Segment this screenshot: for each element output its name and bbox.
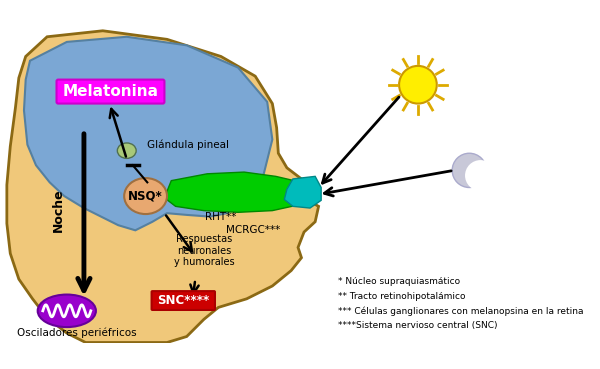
Ellipse shape bbox=[38, 294, 96, 327]
Text: ****Sistema nervioso central (SNC): ****Sistema nervioso central (SNC) bbox=[338, 321, 498, 330]
FancyBboxPatch shape bbox=[152, 291, 215, 310]
FancyBboxPatch shape bbox=[56, 80, 164, 104]
Circle shape bbox=[452, 153, 487, 187]
Text: Osciladores periéfricos: Osciladores periéfricos bbox=[17, 328, 137, 338]
Text: SNC****: SNC**** bbox=[157, 294, 209, 307]
Text: Respuestas
neuronales
y humorales: Respuestas neuronales y humorales bbox=[173, 234, 234, 268]
Text: Glándula pineal: Glándula pineal bbox=[148, 139, 229, 150]
Text: RHT**: RHT** bbox=[205, 211, 236, 222]
Ellipse shape bbox=[118, 143, 136, 158]
Circle shape bbox=[465, 160, 496, 191]
Circle shape bbox=[399, 66, 437, 104]
Ellipse shape bbox=[124, 178, 167, 214]
Polygon shape bbox=[24, 37, 272, 230]
Text: * Núcleo supraquiasmático: * Núcleo supraquiasmático bbox=[338, 277, 460, 286]
Polygon shape bbox=[284, 176, 321, 208]
Text: NSQ*: NSQ* bbox=[128, 190, 163, 203]
Polygon shape bbox=[7, 31, 319, 342]
Text: *** Células ganglionares con melanopsina en la retina: *** Células ganglionares con melanopsina… bbox=[338, 306, 584, 315]
Text: MCRGC***: MCRGC*** bbox=[226, 225, 280, 235]
Text: Melatonina: Melatonina bbox=[62, 84, 158, 99]
Text: Noche: Noche bbox=[52, 189, 65, 232]
Polygon shape bbox=[164, 172, 310, 212]
Text: ** Tracto retinohipotalámico: ** Tracto retinohipotalámico bbox=[338, 292, 466, 301]
